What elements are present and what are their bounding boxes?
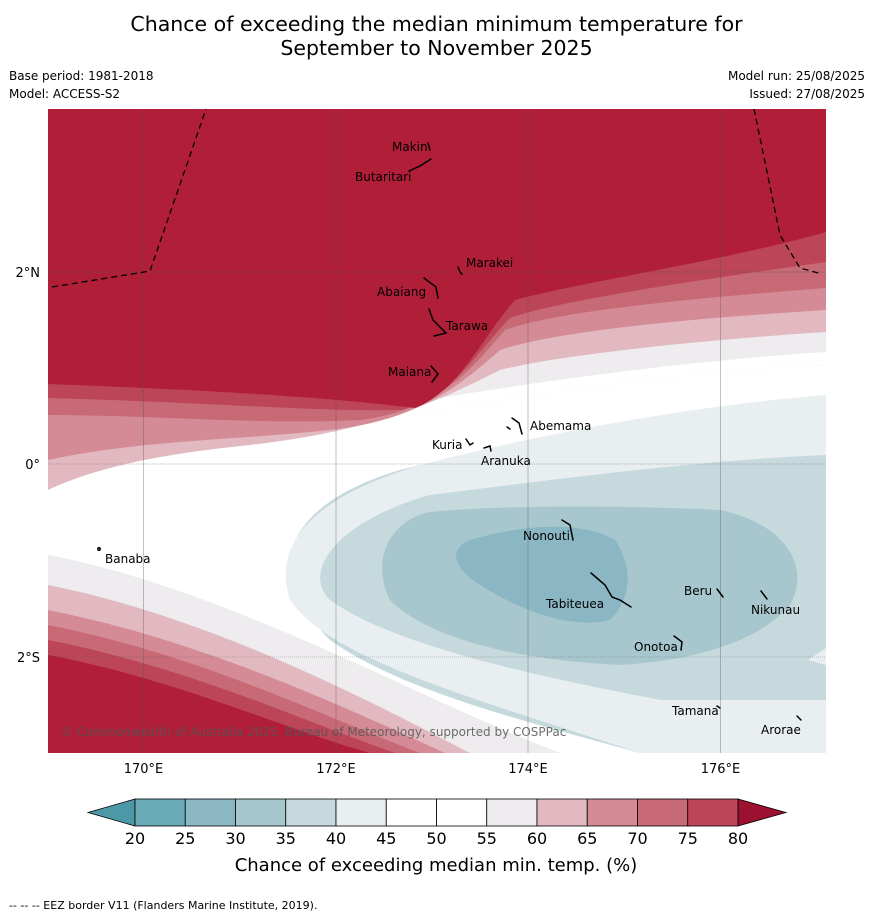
label-abemama: Abemama: [530, 419, 591, 433]
label-butaritari: Butaritari: [355, 170, 412, 184]
lat-tick-2n: 2°N: [16, 266, 41, 281]
lon-tick-176: 176°E: [701, 762, 741, 777]
label-beru: Beru: [684, 584, 712, 598]
small-white-patch: [808, 648, 826, 665]
central-white: [48, 365, 826, 753]
colorbar-tick-label: 20: [125, 829, 145, 848]
colorbar-segment: [586, 798, 638, 827]
label-nikunau: Nikunau: [751, 603, 800, 617]
probability-contours: [48, 109, 826, 753]
lon-tick-172: 172°E: [316, 762, 356, 777]
colorbar-tick-label: 25: [175, 829, 195, 848]
contour-25: [456, 526, 628, 623]
colorbar-segment: [285, 798, 337, 827]
island-kuria: [465, 438, 474, 447]
colorbar-tick-label: 55: [477, 829, 497, 848]
model-run: Model run: 25/08/2025: [727, 69, 865, 83]
colorbar-segment: [184, 798, 236, 827]
base-period: Base period: 1981-2018: [9, 69, 154, 83]
island-tamana: [716, 705, 721, 709]
colorbar-tick-label: 60: [527, 829, 547, 848]
south-band-80: [48, 655, 370, 753]
island-arorae: [796, 715, 802, 721]
meta-left: Base period: 1981-2018 Model: ACCESS-S2: [9, 67, 154, 103]
north-band-80: [48, 109, 826, 408]
label-marakei: Marakei: [466, 256, 513, 270]
label-abaiang: Abaiang: [377, 285, 426, 299]
island-outlines: [97, 142, 802, 721]
colorbar-segment: [385, 798, 437, 827]
colorbar-segment: [235, 798, 287, 827]
colorbar-segment: [436, 798, 488, 827]
label-kuria: Kuria: [432, 438, 463, 452]
label-tarawa: Tarawa: [445, 319, 488, 333]
label-arorae: Arorae: [761, 723, 801, 737]
title-line-1: Chance of exceeding the median minimum t…: [130, 12, 743, 36]
label-tabiteuea: Tabiteuea: [545, 597, 604, 611]
label-banaba: Banaba: [105, 552, 151, 566]
colorbar-tick-label: 50: [426, 829, 446, 848]
colorbar-segment: [335, 798, 387, 827]
colorbar-tick-label: 65: [577, 829, 597, 848]
label-onotoa: Onotoa: [634, 640, 678, 654]
eez-border-east: [753, 108, 823, 275]
island-aranuka: [483, 445, 492, 452]
colorbar-segment: [687, 798, 739, 827]
island-maiana: [430, 365, 439, 383]
colorbar-segment: [134, 798, 186, 827]
label-tamana: Tamana: [671, 704, 719, 718]
island-tabiteuea: [590, 572, 632, 608]
island-banaba: [97, 547, 101, 551]
colorbar-extend-high: [737, 798, 788, 827]
south-band-55: [48, 555, 560, 753]
issued-date: Issued: 27/08/2025: [749, 87, 865, 101]
copyright-text: © Commonwealth of Australia 2025, Bureau…: [61, 725, 566, 739]
footer-note: -- -- -- EEZ border V11 (Flanders Marine…: [9, 899, 318, 912]
label-maiana: Maiana: [388, 365, 431, 379]
meta-right: Model run: 25/08/2025 Issued: 27/08/2025: [728, 67, 865, 103]
lat-tick-2s: 2°S: [17, 651, 40, 666]
island-beru: [716, 588, 724, 598]
colorbar-segment: [486, 798, 538, 827]
label-makin: Makin: [392, 140, 428, 154]
colorbar-tick-label: 45: [376, 829, 396, 848]
colorbar: 20 25 30 35 40 45 50 55 60 65 70 75 80: [86, 798, 788, 848]
colorbar-tick-label: 35: [276, 829, 296, 848]
colorbar-segment: [536, 798, 588, 827]
map-title: Chance of exceeding the median minimum t…: [0, 12, 873, 60]
colorbar-tick-label: 40: [326, 829, 346, 848]
lon-tick-174: 174°E: [508, 762, 548, 777]
island-nonouti: [561, 519, 574, 541]
island-abemama: [506, 417, 523, 435]
island-abaiang: [423, 277, 439, 299]
colorbar-segment: [637, 798, 689, 827]
eez-borders: [51, 108, 823, 288]
island-onotoa: [673, 635, 683, 651]
lon-tick-170: 170°E: [124, 762, 164, 777]
colorbar-tick-label: 75: [678, 829, 698, 848]
label-nonouti: Nonouti: [523, 529, 570, 543]
graticule: [48, 109, 826, 753]
model-name: Model: ACCESS-S2: [9, 87, 121, 101]
island-nikunau: [760, 590, 768, 600]
colorbar-tick-label: 70: [627, 829, 647, 848]
axis-labels: 170°E 172°E 174°E 176°E 2°N 0° 2°S: [16, 266, 741, 777]
label-aranuka: Aranuka: [481, 454, 531, 468]
lat-tick-0: 0°: [25, 458, 40, 473]
colorbar-tick-label: 30: [225, 829, 245, 848]
island-tarawa: [428, 308, 448, 337]
colorbar-tick-label: 80: [728, 829, 748, 848]
colorbar-label: Chance of exceeding median min. temp. (%…: [235, 855, 638, 876]
island-makin-butaritari: [408, 142, 432, 172]
place-labels: Makin Butaritari Marakei Abaiang Tarawa …: [105, 140, 801, 737]
eez-border-west: [51, 108, 207, 288]
colorbar-extend-low: [86, 798, 136, 827]
island-marakei: [457, 266, 463, 275]
title-line-2: September to November 2025: [280, 36, 593, 60]
